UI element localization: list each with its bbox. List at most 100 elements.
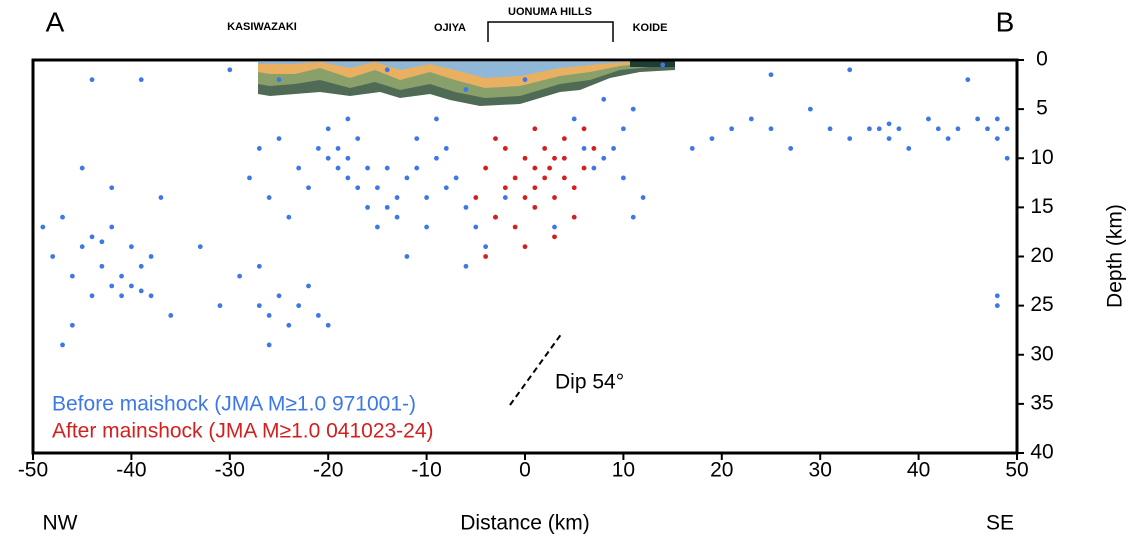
point [975, 116, 981, 122]
point [306, 283, 311, 289]
cross-section [258, 60, 675, 106]
point [621, 126, 626, 132]
point [345, 175, 351, 181]
point [847, 136, 853, 142]
x-tick-label: -30 [215, 459, 245, 482]
point [768, 126, 774, 132]
point [512, 175, 518, 181]
point [994, 293, 1000, 299]
point [561, 136, 567, 142]
point [109, 283, 115, 289]
place-label: OJIYA [434, 22, 466, 34]
y-tick-label: 40 [1030, 441, 1053, 464]
point [138, 77, 144, 83]
point [807, 106, 813, 112]
point [99, 239, 105, 245]
point [532, 126, 538, 132]
x-tick-label: 50 [1005, 459, 1028, 482]
point [89, 234, 95, 240]
y-axis-label: Depth (km) [1104, 204, 1127, 308]
x-tick-label: 40 [907, 459, 930, 482]
point [158, 195, 164, 200]
point [266, 313, 272, 318]
point [69, 273, 75, 279]
point [345, 116, 351, 122]
point [325, 126, 331, 132]
point [129, 244, 134, 250]
x-tick-label: -20 [313, 459, 343, 482]
point [581, 126, 587, 132]
point [453, 175, 459, 181]
point [375, 185, 380, 191]
point [256, 263, 262, 269]
point [945, 136, 951, 142]
x-tick-label: -50 [18, 459, 48, 482]
y-tick-label: 25 [1030, 293, 1053, 316]
y-tick-label: 15 [1030, 195, 1053, 218]
point [886, 121, 892, 127]
point [552, 234, 557, 240]
point [119, 273, 124, 279]
point [935, 126, 941, 132]
point [994, 136, 1000, 142]
point [365, 165, 370, 171]
point [729, 126, 735, 132]
point [119, 293, 124, 299]
point [876, 126, 882, 132]
point [148, 254, 154, 259]
point [581, 146, 587, 151]
place-label: UONUMA HILLS [508, 6, 592, 18]
point [660, 62, 666, 68]
x-tick-label: 30 [809, 459, 832, 482]
point [394, 195, 400, 200]
point [994, 116, 1000, 122]
point [237, 273, 243, 279]
y-tick-label: 20 [1030, 244, 1053, 267]
point [296, 165, 302, 171]
point [335, 165, 341, 171]
y-tick-label: 35 [1030, 391, 1053, 414]
corner-label: A [46, 6, 65, 37]
x-tick-label: -10 [411, 459, 441, 482]
point [512, 224, 518, 230]
point [325, 322, 331, 328]
point [601, 155, 607, 161]
point [424, 224, 429, 230]
point [689, 146, 695, 151]
legend-entry: Before maishock (JMA M≥1.0 971001-) [52, 393, 416, 416]
point [463, 87, 469, 92]
point [591, 165, 597, 171]
point [630, 106, 636, 112]
point [906, 146, 912, 151]
point [345, 155, 351, 161]
point [286, 214, 292, 220]
point [483, 165, 489, 171]
point [286, 322, 292, 328]
point [79, 244, 85, 250]
point [384, 67, 390, 73]
point [217, 303, 223, 309]
point [266, 195, 272, 200]
point [483, 244, 489, 250]
point [315, 146, 321, 151]
point [542, 146, 548, 151]
point [60, 214, 65, 220]
point [561, 155, 567, 161]
point [394, 214, 400, 220]
bracket [487, 21, 614, 42]
point [748, 116, 754, 122]
point [552, 224, 557, 230]
place-label: KOIDE [633, 22, 668, 34]
point [227, 67, 233, 73]
point [365, 204, 370, 210]
point [552, 195, 557, 200]
point [463, 204, 469, 210]
point [306, 185, 311, 191]
point [571, 116, 577, 122]
dip-line [509, 332, 563, 406]
point [542, 175, 548, 181]
y-tick-label: 30 [1030, 342, 1053, 365]
point [768, 72, 774, 78]
point [335, 146, 341, 151]
